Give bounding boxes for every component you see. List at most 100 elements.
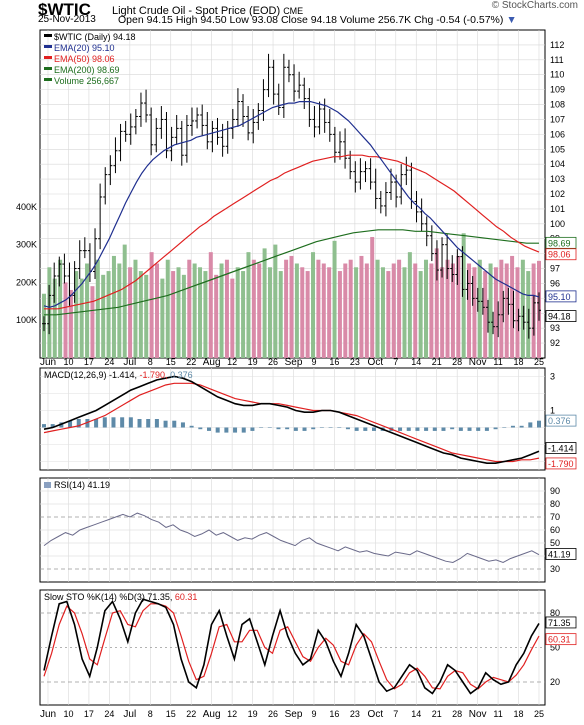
volume-bar xyxy=(267,267,272,358)
volume-bar xyxy=(79,278,84,358)
volume-bar xyxy=(128,267,133,358)
volume-bar xyxy=(515,267,520,358)
ema200-line xyxy=(44,229,539,316)
volume-bar xyxy=(380,267,385,358)
y-tick-label: 20 xyxy=(550,677,560,687)
volume-value: 256.7K xyxy=(377,14,412,26)
macd-histogram-bar xyxy=(76,419,81,428)
volume-bar xyxy=(316,259,321,358)
volume-bar xyxy=(440,267,445,358)
y-tick-label: 109 xyxy=(550,85,565,95)
volume-bar xyxy=(149,252,154,358)
volume-bar xyxy=(413,263,418,358)
volume-bar xyxy=(450,263,455,358)
legend-swatch xyxy=(44,34,52,37)
rsi-line xyxy=(43,512,540,564)
volume-bar xyxy=(273,244,278,358)
volume-bar xyxy=(106,271,111,358)
macd-histogram-bar xyxy=(241,427,246,433)
volume-bar xyxy=(63,282,68,358)
volume-bar xyxy=(165,259,170,358)
y-tick-label: 92 xyxy=(550,338,560,348)
x-tick-label: 10 xyxy=(63,357,73,367)
sto-legend-part: Slow STO %K(14) %D(3) 71.35, xyxy=(44,592,175,602)
macd-tag-box xyxy=(545,442,577,454)
sto-d-line xyxy=(43,603,540,690)
macd-histogram-bar xyxy=(207,427,211,431)
x-tick-label: 10 xyxy=(63,709,73,719)
dropdown-icon[interactable]: ▼ xyxy=(506,14,517,26)
macd-histogram-bar xyxy=(372,427,376,431)
volume-bar xyxy=(251,259,256,358)
macd-histogram-bar xyxy=(484,427,489,431)
macd-histogram-bar xyxy=(137,419,142,428)
volume-bar xyxy=(160,278,165,358)
macd-histogram-bar xyxy=(493,427,498,430)
x-tick-label: 22 xyxy=(186,709,196,719)
x-tick-label: 23 xyxy=(350,709,360,719)
y-tick-label: 105 xyxy=(550,144,565,154)
x-tick-label: 23 xyxy=(350,357,360,367)
macd-histogram-bar xyxy=(189,425,194,428)
volume-bar xyxy=(246,252,251,358)
x-tick-label: Oct xyxy=(368,709,384,720)
exchange: CME xyxy=(283,6,304,16)
x-tick-label: 28 xyxy=(452,357,462,367)
x-tick-label: Oct xyxy=(368,357,384,368)
ema200-tag-text: 98.69 xyxy=(548,238,571,248)
volume-bar xyxy=(262,248,267,358)
macd-histogram-bar xyxy=(224,427,229,433)
y-tick-label: 110 xyxy=(550,70,564,80)
macd-histogram-bar xyxy=(111,417,116,428)
rsi-tag: 41.19 xyxy=(545,548,577,560)
volume-bar xyxy=(477,259,482,358)
macd-histogram-bar xyxy=(50,424,55,428)
close-label: Close xyxy=(280,14,308,26)
y-tick-label: 3 xyxy=(550,372,555,382)
high-value: 94.50 xyxy=(200,14,227,26)
macd-tag-text: -1.414 xyxy=(548,444,574,454)
macd-signal-line xyxy=(43,382,540,463)
y-tick-label: 104 xyxy=(550,159,565,169)
volume-axis-label: 300K xyxy=(16,240,37,250)
open-value: 94.15 xyxy=(146,14,173,26)
volume-bar xyxy=(224,259,229,358)
y-tick-label: 102 xyxy=(550,189,565,199)
signal-tag: -1.790 xyxy=(545,457,577,470)
volume-bar xyxy=(138,271,143,358)
x-tick-label: 11 xyxy=(493,709,502,719)
x-tick-label: 19 xyxy=(248,357,258,367)
volume-bar xyxy=(192,263,197,358)
volume-bar xyxy=(332,240,337,358)
volume-bar xyxy=(391,263,396,358)
volume-bar xyxy=(90,286,95,358)
ema50-tag-box xyxy=(545,248,577,261)
legend-entry: EMA(50) 98.06 xyxy=(54,54,115,64)
histogram-tag: 0.376 xyxy=(545,414,577,427)
x-tick-label: 15 xyxy=(166,709,176,719)
rsi-tag-text: 41.19 xyxy=(548,549,571,559)
chg-label: Chg xyxy=(414,14,434,26)
symbol-description: Light Crude Oil - Spot Price (EOD) xyxy=(112,5,281,17)
macd-histogram-bar xyxy=(467,427,472,431)
volume-bar xyxy=(493,267,498,358)
x-tick-label: 14 xyxy=(411,709,421,719)
volume-bar xyxy=(111,255,116,358)
ema20-tag-text: 95.10 xyxy=(548,292,571,302)
volume-bar xyxy=(289,255,294,358)
macd-histogram-bar xyxy=(519,425,524,428)
volume-bar xyxy=(499,259,504,358)
macd-histogram-bar xyxy=(68,420,73,428)
y-tick-label: 103 xyxy=(550,174,565,184)
y-tick-label: 80 xyxy=(550,499,560,509)
macd-histogram-bar xyxy=(128,417,133,428)
x-tick-label: 11 xyxy=(493,357,502,367)
volume-bar xyxy=(407,252,412,358)
legend-swatch xyxy=(44,67,52,70)
volume-axis-label: 100K xyxy=(16,315,37,325)
volume-bar xyxy=(429,263,434,358)
rsi-legend: RSI(14) 41.19 xyxy=(54,480,110,490)
volume-bar xyxy=(198,267,203,358)
y-tick-label: 100 xyxy=(550,219,565,229)
